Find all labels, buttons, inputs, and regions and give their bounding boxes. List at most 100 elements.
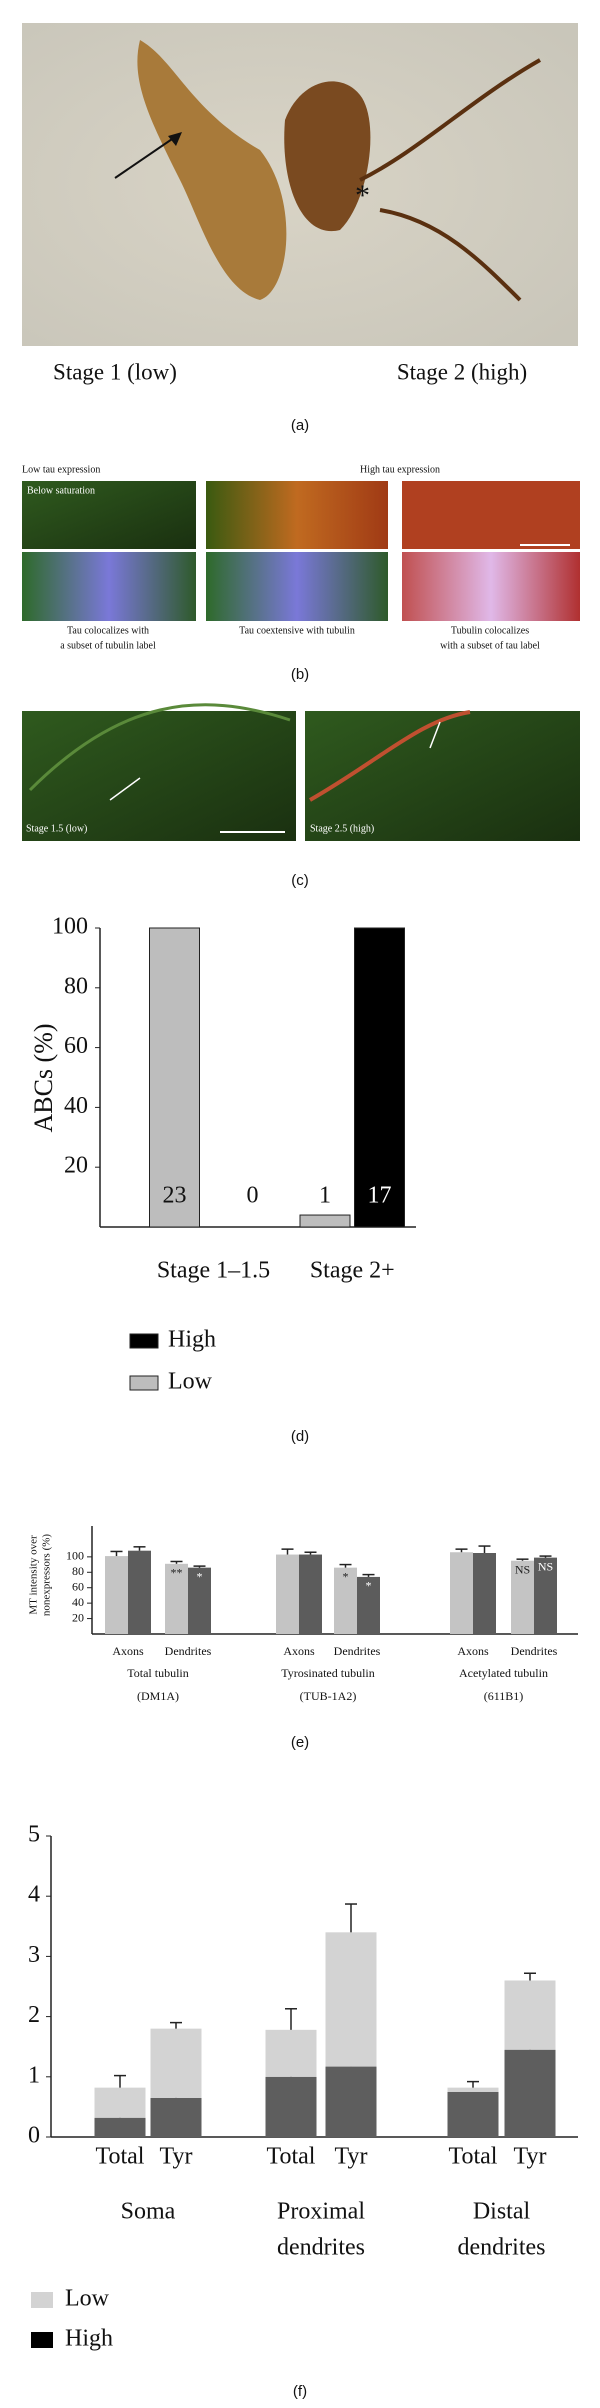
group-label: Distal — [473, 2199, 531, 2225]
arrow — [114, 134, 179, 179]
legend-label: Low — [168, 1369, 213, 1395]
bar — [325, 2066, 377, 2137]
bar — [450, 1552, 473, 1634]
y-tick-label: 20 — [72, 1610, 84, 1624]
group-label: Soma — [121, 2199, 176, 2225]
bar — [276, 1554, 299, 1634]
x-tick-label: Axons — [112, 1644, 144, 1658]
panel-text: Stage 1.5 (low) — [26, 823, 87, 834]
x-tick-label: Axons — [457, 1644, 489, 1658]
x-tick-label: Stage 2+ — [310, 1258, 395, 1284]
cell — [284, 81, 371, 232]
bar — [299, 1554, 322, 1634]
legend-label: Low — [65, 2286, 110, 2312]
group-label: (DM1A) — [137, 1689, 179, 1703]
y-tick-label: 100 — [66, 1549, 84, 1563]
y-tick-label: 100 — [52, 914, 88, 940]
micrograph — [206, 552, 388, 621]
panel-label: (d) — [291, 1428, 309, 1445]
y-tick-label: 80 — [72, 1564, 84, 1578]
bar — [149, 927, 200, 1228]
group-label: (611B1) — [484, 1689, 524, 1703]
panel-label: (f) — [293, 2383, 307, 2400]
group-label: dendrites — [277, 2235, 365, 2261]
x-tick-label: Tyr — [514, 2144, 547, 2170]
y-tick-label: 4 — [28, 1882, 40, 1908]
micrograph — [22, 711, 296, 841]
micrograph — [206, 481, 388, 549]
caption: Tau colocalizes with — [67, 625, 149, 636]
caption: Tau coextensive with tubulin — [239, 625, 355, 636]
fiber — [28, 703, 291, 792]
bar — [511, 1560, 534, 1634]
group-label: Acetylated tubulin — [459, 1666, 548, 1680]
bar — [165, 1563, 188, 1634]
asterisk: * — [355, 179, 370, 212]
micrograph — [402, 481, 580, 549]
y-tick-label: 40 — [72, 1595, 84, 1609]
panel-text: High tau expression — [360, 464, 440, 475]
group-label: Total tubulin — [127, 1666, 189, 1680]
arrowhead — [168, 132, 182, 146]
cell — [137, 40, 287, 300]
legend-swatch — [31, 2292, 53, 2308]
bar — [504, 1980, 556, 2050]
bar — [150, 2097, 202, 2137]
bar — [357, 1576, 380, 1634]
y-tick-label: 20 — [64, 1153, 88, 1179]
bar — [473, 1553, 496, 1634]
bar — [105, 1556, 128, 1634]
bar — [188, 1567, 211, 1634]
bar — [334, 1567, 357, 1634]
panel-text: Low tau expression — [22, 464, 100, 475]
panel-text: Stage 2.5 (high) — [310, 823, 374, 834]
x-tick-label: Tyr — [335, 2144, 368, 2170]
significance-note: * — [343, 1569, 349, 1583]
significance-note: * — [197, 1569, 203, 1583]
group-label: dendrites — [458, 2235, 546, 2261]
bar — [325, 1932, 377, 2067]
bar — [150, 2028, 202, 2098]
panel-text: Below saturation — [27, 485, 95, 496]
significance-note: NS — [515, 1562, 530, 1576]
legend-swatch — [129, 1375, 159, 1391]
bar — [354, 927, 405, 1228]
y-tick-label: 80 — [64, 973, 88, 999]
x-tick-label: Axons — [283, 1644, 315, 1658]
y-tick-label: 1 — [28, 2062, 40, 2088]
y-tick-label: 3 — [28, 1942, 40, 1968]
panel-text: Stage 1 (low) — [53, 359, 177, 384]
x-tick-label: Tyr — [160, 2144, 193, 2170]
x-tick-label: Stage 1–1.5 — [157, 1258, 270, 1284]
micrograph — [22, 481, 196, 549]
legend-swatch — [31, 2332, 53, 2348]
y-tick-label: 60 — [64, 1033, 88, 1059]
x-tick-label: Total — [96, 2144, 145, 2170]
significance-note: NS — [538, 1559, 553, 1573]
bar — [504, 2049, 556, 2137]
bar — [94, 2087, 146, 2118]
panel-label: (b) — [291, 666, 309, 683]
arrow — [109, 777, 141, 801]
panel-label: (a) — [291, 417, 309, 434]
bar — [447, 2087, 499, 2092]
count-label: 1 — [319, 1183, 331, 1209]
y-tick-label: 40 — [64, 1093, 88, 1119]
bar — [265, 2029, 317, 2077]
legend-swatch — [129, 1333, 159, 1349]
caption: Tubulin colocalizes — [451, 625, 529, 636]
y-axis-label: nonexpressors (%) — [41, 1534, 53, 1617]
significance-note: ** — [171, 1566, 183, 1580]
y-tick-label: 60 — [72, 1579, 84, 1593]
caption: a subset of tubulin label — [60, 640, 156, 651]
panel-label: (c) — [291, 872, 309, 889]
y-tick-label: 2 — [28, 2002, 40, 2028]
micrograph — [402, 552, 580, 621]
panel-text: Stage 2 (high) — [397, 359, 527, 384]
bar — [94, 2117, 146, 2137]
count-label: 0 — [247, 1183, 259, 1209]
fiber — [309, 710, 471, 802]
y-axis-label: MT intensity over — [28, 1535, 40, 1615]
dendrite — [359, 58, 541, 302]
x-tick-label: Total — [267, 2144, 316, 2170]
